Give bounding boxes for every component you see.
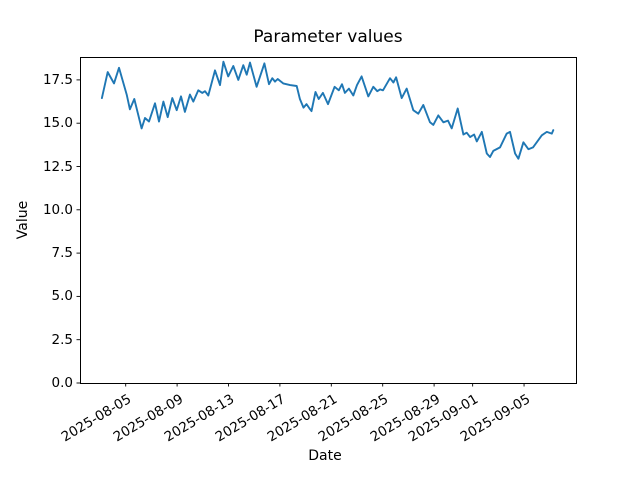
y-tick-label: 0.0: [51, 375, 73, 391]
y-tick-label: 7.5: [51, 245, 73, 262]
chart-title: Parameter values: [253, 27, 403, 47]
y-tick-label: 15.0: [42, 115, 73, 132]
y-tick-label: 2.5: [51, 331, 73, 348]
x-axis-label: Date: [308, 448, 342, 464]
y-tick-label: 17.5: [42, 71, 73, 88]
data-line-series: [100, 60, 555, 160]
axes-spines: [80, 57, 577, 384]
y-tick-label: 10.0: [42, 201, 73, 218]
y-tick-label: 12.5: [42, 158, 73, 175]
y-tick-label: 5.0: [51, 288, 73, 305]
tick-marks: [76, 79, 525, 387]
